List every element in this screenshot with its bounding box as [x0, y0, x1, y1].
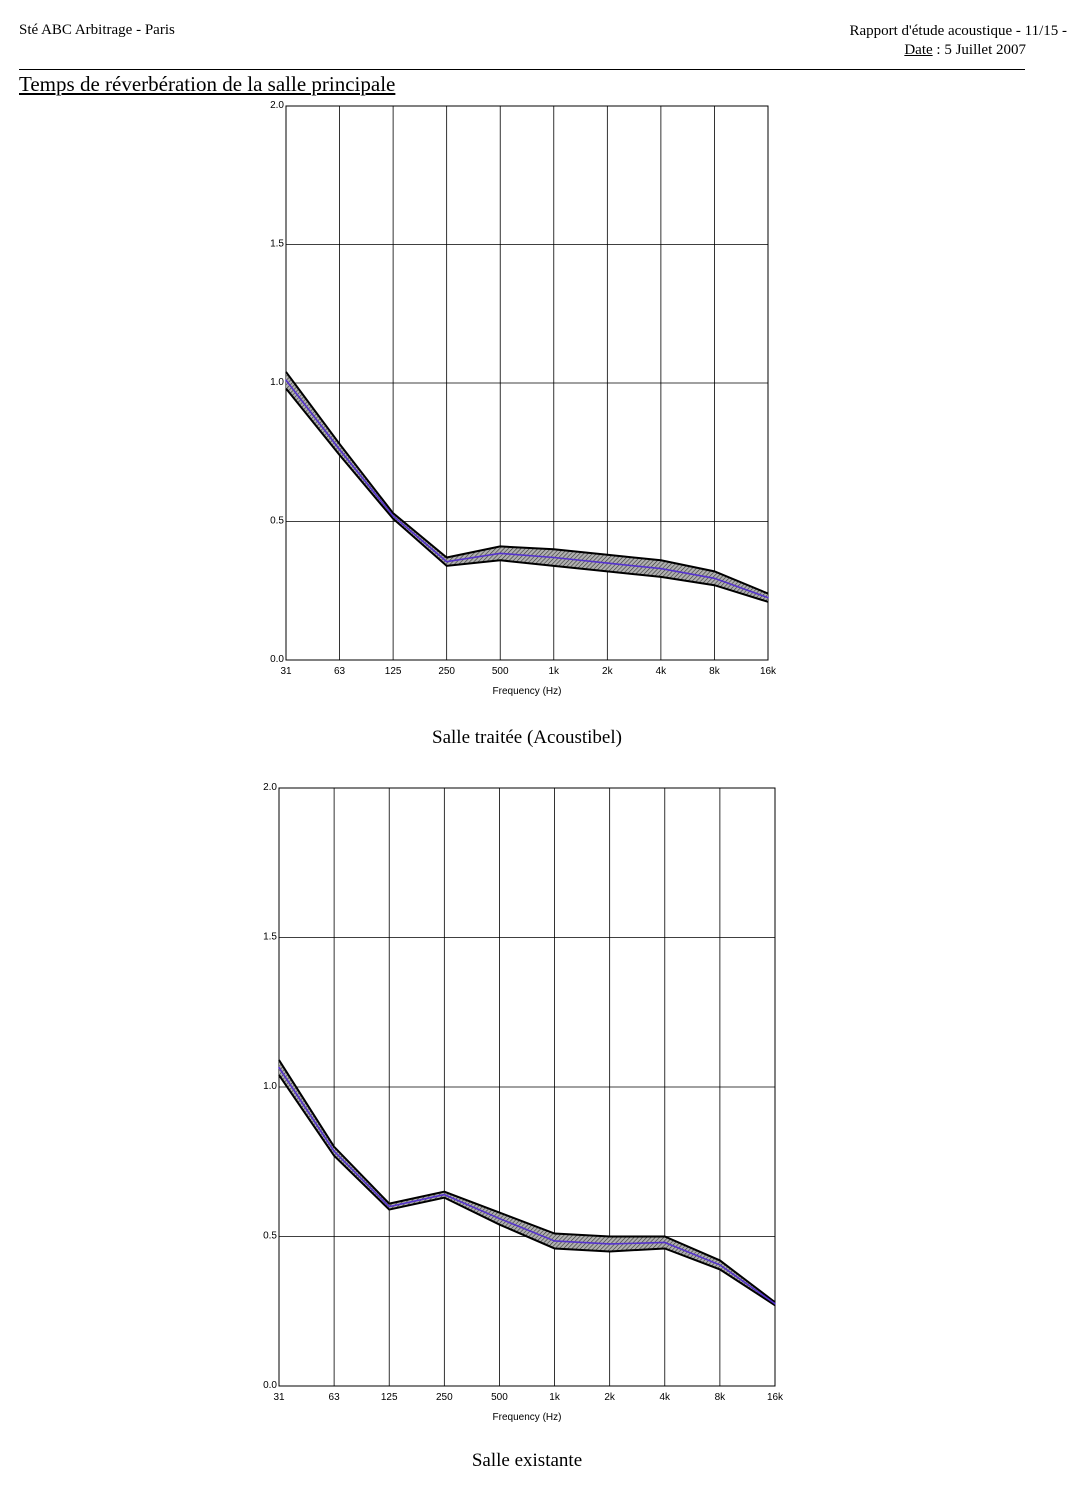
data-point	[552, 556, 555, 559]
section-title: Temps de réverbération de la salle princ…	[19, 72, 396, 96]
data-point	[445, 560, 448, 563]
data-point	[767, 596, 769, 599]
y-tick-label: 2.0	[270, 100, 284, 111]
header-company: Sté ABC Arbitrage - Paris	[19, 22, 175, 38]
band-upper-edge	[285, 371, 769, 595]
data-point	[774, 1302, 776, 1305]
y-tick-label: 0.0	[270, 654, 284, 665]
x-tick-label: 250	[436, 1392, 453, 1403]
x-tick-label: 31	[273, 1392, 285, 1403]
y-tick-label: 1.0	[263, 1081, 277, 1092]
mean-series-line	[278, 1067, 776, 1305]
data-point	[719, 1264, 721, 1266]
data-point	[713, 577, 716, 580]
x-tick-label: 4k	[659, 1392, 671, 1403]
x-tick-label: 1k	[549, 1392, 561, 1403]
x-tick-label: 63	[334, 666, 346, 677]
y-tick-label: 1.5	[270, 239, 284, 250]
chart-caption-salle-existante: Salle existante	[471, 1450, 583, 1471]
x-tick-label: 63	[329, 1392, 341, 1403]
data-point	[392, 515, 394, 517]
header-report-title: Rapport d'étude acoustique - 11/15 -	[849, 23, 1067, 39]
data-point	[333, 1150, 335, 1153]
chart-caption-salle-traitee: Salle traitée (Acoustibel)	[432, 727, 622, 748]
x-tick-label: 31	[280, 666, 292, 677]
data-point	[338, 448, 341, 451]
chart-salle-traitee: 31 63 125 250 500 1k 2k 4k 8k 16k 0.0 0.5 1.0 1.5 2.0 F…	[270, 100, 777, 697]
header-date-label: Date	[904, 42, 933, 58]
data-point	[388, 1205, 391, 1208]
x-tick-label: 500	[491, 1392, 508, 1403]
data-point	[499, 552, 502, 555]
x-tick-label: 8k	[715, 1392, 727, 1403]
x-tick-label: 2k	[604, 1392, 616, 1403]
chart-salle-existante: 31 63 125 250 500 1k 2k 4k 8k 16k 0.0 0.5 1.0 1.5 2.0 F…	[263, 782, 784, 1423]
y-tick-label: 2.0	[263, 782, 277, 793]
x-tick-label: 125	[385, 666, 402, 677]
y-tick-label: 0.5	[263, 1231, 277, 1242]
y-tick-label: 0.5	[270, 516, 284, 527]
mean-series-line	[285, 379, 769, 599]
band-lower-edge	[285, 387, 769, 603]
x-tick-label: 4k	[656, 666, 668, 677]
header-report-info: Rapport d'étude acoustique - 11/15 - Dat…	[849, 22, 1067, 60]
x-tick-label: 8k	[709, 666, 721, 677]
data-point	[608, 1243, 611, 1245]
data-point	[660, 567, 662, 570]
y-tick-label: 1.0	[270, 377, 284, 388]
data-point	[606, 562, 609, 564]
data-point	[553, 1240, 556, 1242]
band-upper-edge	[278, 1059, 776, 1304]
x-tick-label: 1k	[548, 666, 560, 677]
x-tick-label: 16k	[767, 1392, 784, 1403]
header-date-value: : 5 Juillet 2007	[932, 42, 1026, 58]
y-tick-label: 0.0	[263, 1380, 277, 1391]
data-point	[663, 1241, 666, 1244]
data-point	[443, 1193, 446, 1196]
x-tick-label: 500	[492, 666, 509, 677]
y-tick-label: 1.5	[263, 932, 277, 943]
data-point	[285, 379, 287, 382]
plot-frame	[278, 787, 776, 1387]
x-tick-label: 250	[438, 666, 455, 677]
x-axis-label: Frequency (Hz)	[493, 686, 562, 697]
x-tick-label: 125	[381, 1392, 398, 1403]
band-lower-edge	[278, 1074, 776, 1307]
header-date: Date : 5 Juillet 2007	[849, 41, 1026, 60]
header-divider	[19, 69, 1025, 70]
data-point	[278, 1066, 280, 1069]
x-tick-label: 16k	[760, 666, 777, 677]
x-tick-label: 2k	[602, 666, 614, 677]
data-point	[498, 1217, 501, 1220]
x-axis-label: Frequency (Hz)	[493, 1412, 562, 1423]
reverb-band	[279, 1060, 775, 1306]
